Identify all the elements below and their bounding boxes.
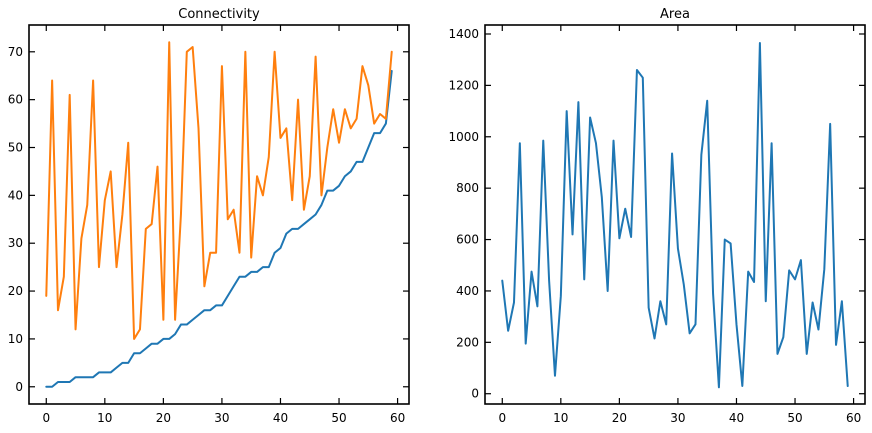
connectivity-xtick-label: 40 <box>273 411 288 425</box>
connectivity-ytick-label: 0 <box>15 380 23 394</box>
connectivity-xtick-label: 20 <box>156 411 171 425</box>
area-panel: Area 0 10 20 30 40 50 600200400600800100012001… <box>448 7 866 425</box>
connectivity-ytick-label: 40 <box>8 188 23 202</box>
connectivity-panel: Connectivity 0 10 20 30 40 50 60 0 10 20 30 40 50 60 7… <box>8 7 410 425</box>
area-title: Area <box>660 7 690 22</box>
connectivity-plot-area: 0 10 20 30 40 50 60 0 10 20 30 40 50 60 70 <box>8 24 410 425</box>
area-ytick-label: 400 <box>456 284 479 298</box>
area-ytick-label: 1400 <box>448 27 479 41</box>
connectivity-xtick-label: 60 <box>390 411 405 425</box>
connectivity-ytick-label: 10 <box>8 332 23 346</box>
area-xtick-label: 60 <box>846 411 861 425</box>
connectivity-xtick-label: 10 <box>97 411 112 425</box>
connectivity-xtick-label: 50 <box>331 411 346 425</box>
area-ytick-label: 1000 <box>448 130 479 144</box>
connectivity-title: Connectivity <box>178 7 260 22</box>
area-xtick-label: 50 <box>787 411 802 425</box>
connectivity-ytick-label: 30 <box>8 236 23 250</box>
area-axes-frame <box>484 24 866 405</box>
area-xtick-label: 20 <box>612 411 627 425</box>
area-ytick-label: 0 <box>471 387 479 401</box>
connectivity-series-line-1 <box>45 41 393 340</box>
area-ytick-label: 200 <box>456 335 479 349</box>
area-series-line-0 <box>501 41 849 389</box>
connectivity-ytick-label: 60 <box>8 93 23 107</box>
area-ytick-label: 600 <box>456 233 479 247</box>
area-ytick-label: 1200 <box>448 78 479 92</box>
area-xtick-label: 0 <box>498 411 506 425</box>
area-ytick-label: 800 <box>456 181 479 195</box>
area-xtick-label: 40 <box>729 411 744 425</box>
area-xtick-label: 30 <box>670 411 685 425</box>
area-xtick-label: 10 <box>553 411 568 425</box>
connectivity-xtick-label: 30 <box>214 411 229 425</box>
connectivity-ytick-label: 70 <box>8 45 23 59</box>
connectivity-ytick-label: 50 <box>8 141 23 155</box>
connectivity-ytick-label: 20 <box>8 284 23 298</box>
connectivity-xtick-label: 0 <box>42 411 50 425</box>
connectivity-axes-frame <box>28 24 410 405</box>
connectivity-series-line-0 <box>45 69 393 388</box>
